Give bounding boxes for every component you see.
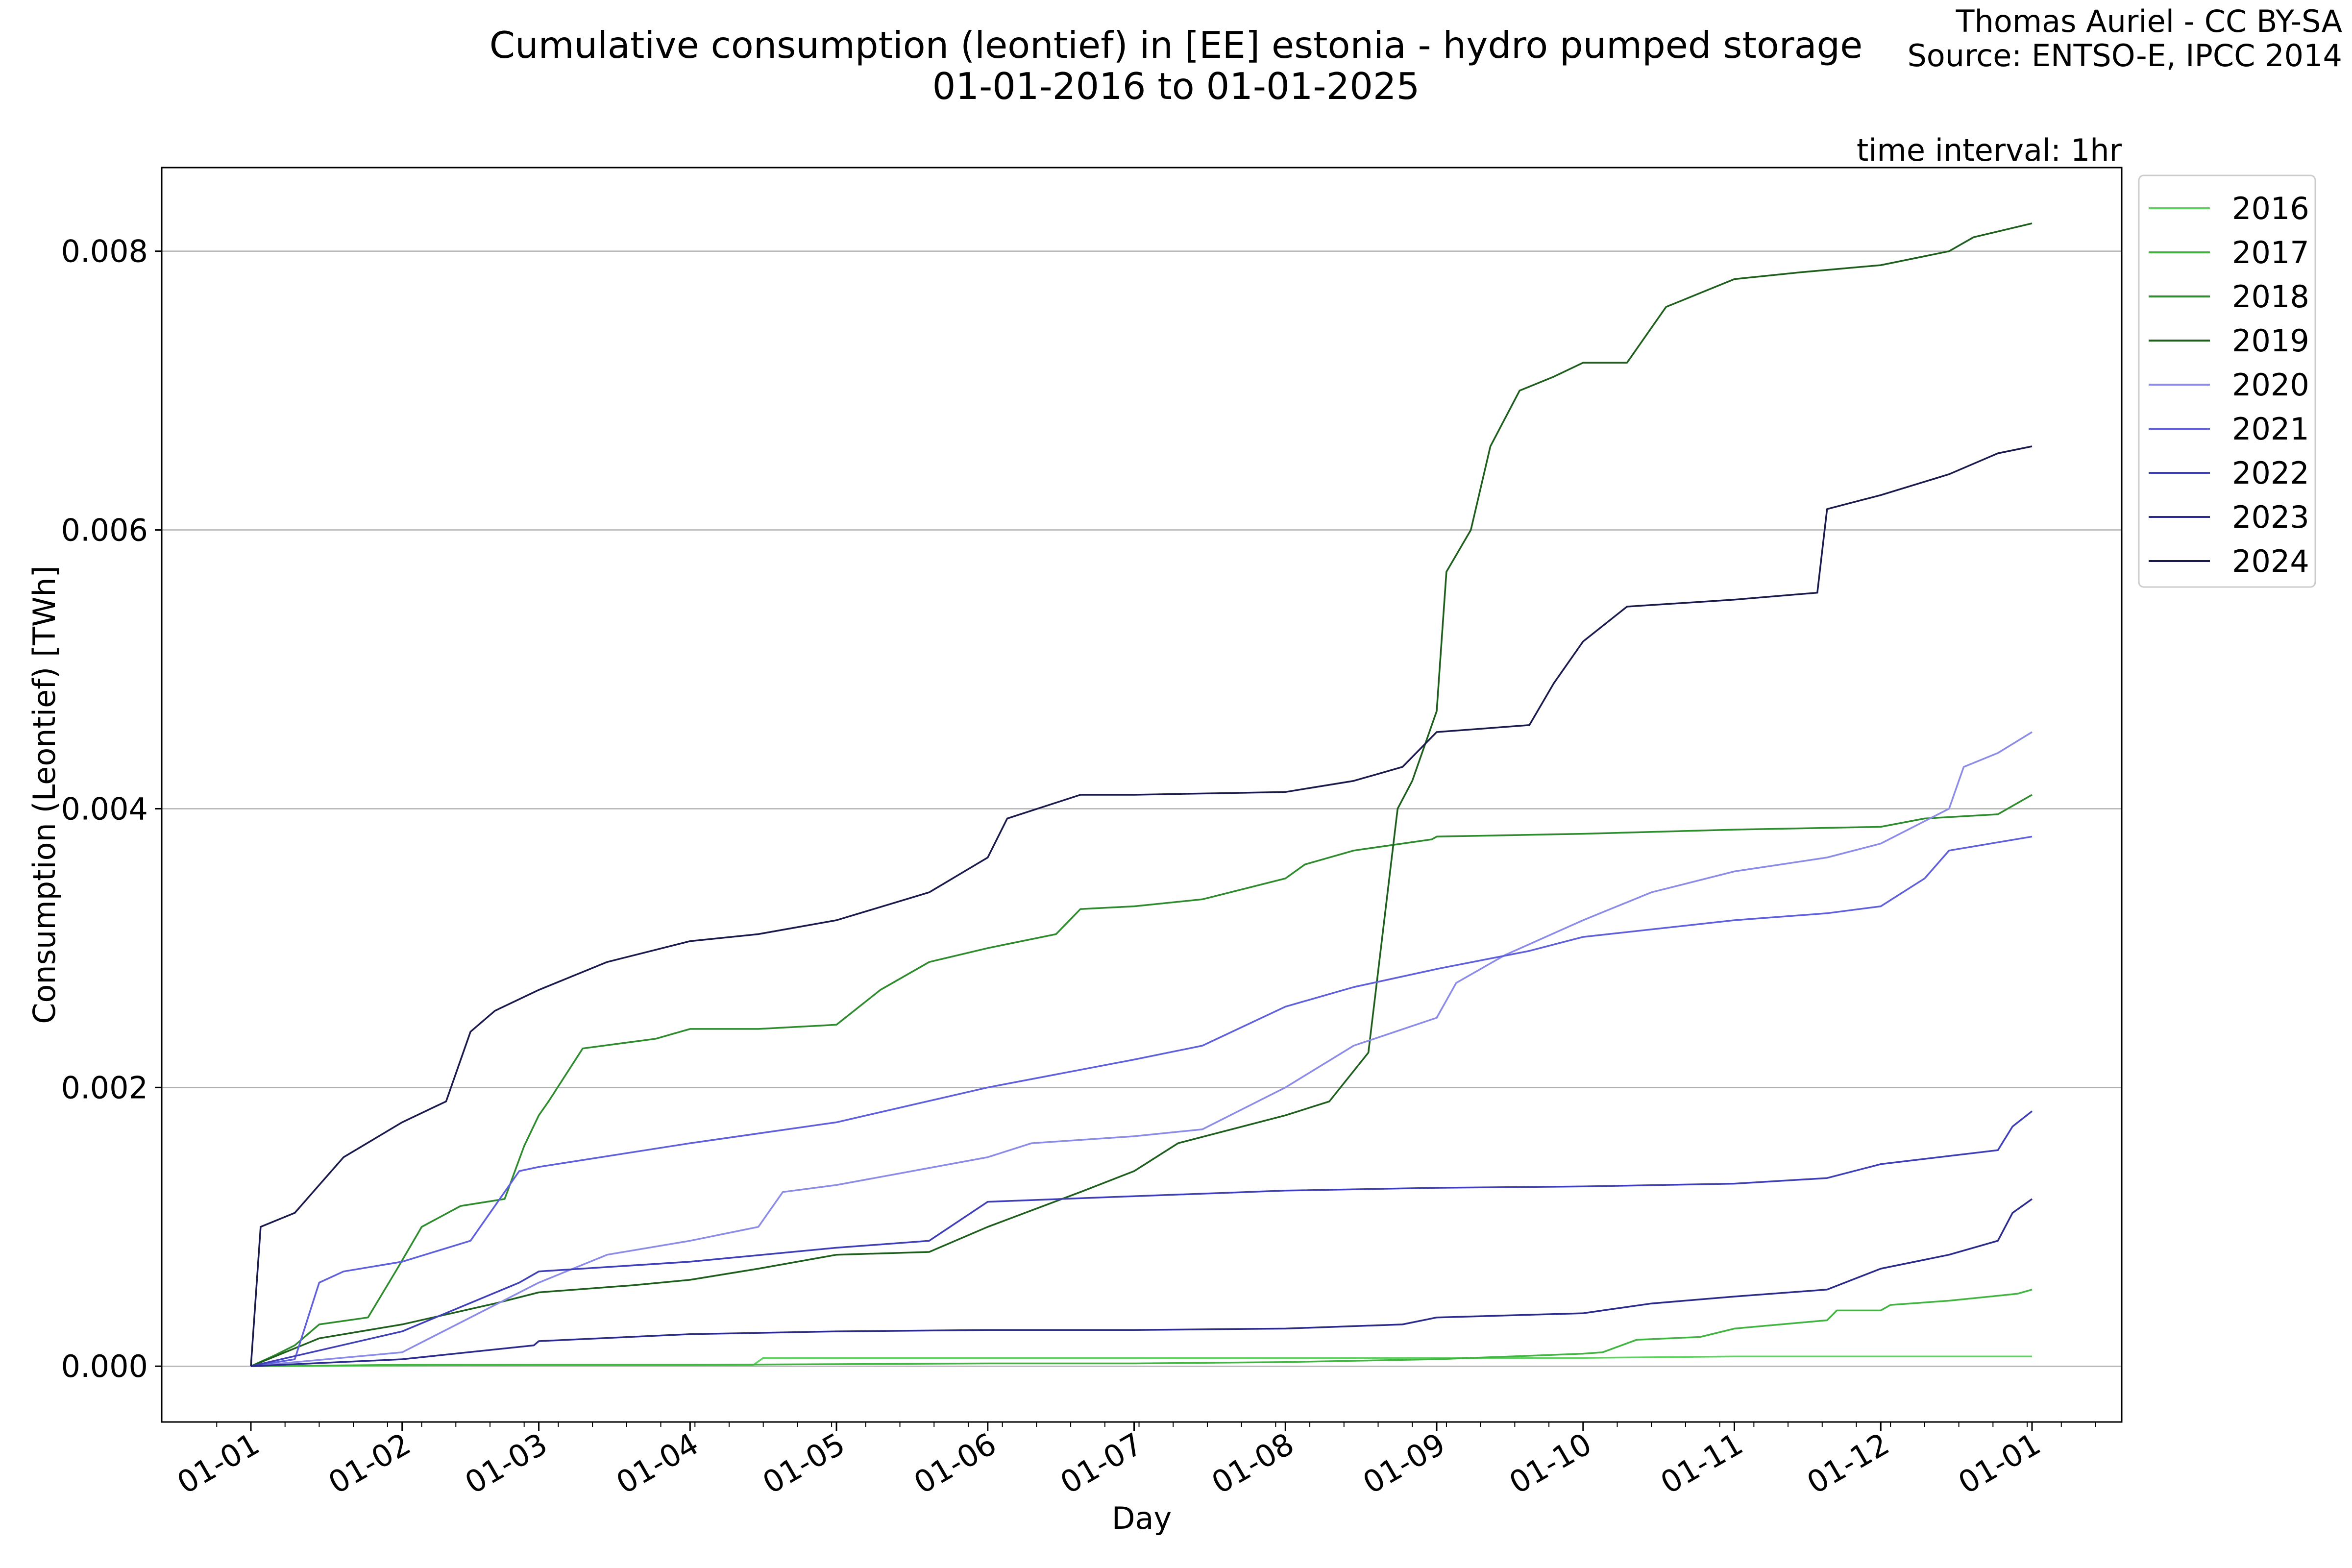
x-tick-label: 01-12 [1801, 1426, 1895, 1501]
legend-label-2017: 2017 [2232, 235, 2309, 270]
series-line-2022 [250, 1110, 2033, 1367]
x-axis: 01-01 01-02 01-03 01-04 01-05 01-06 01-07 01-08… [171, 1422, 2096, 1501]
x-tick-label: 01-10 [1503, 1426, 1598, 1501]
series-line-2018 [250, 794, 2033, 1367]
series-line-2023 [250, 1198, 2033, 1367]
legend-label-2024: 2024 [2232, 543, 2309, 579]
chart-title: Cumulative consumption (leontief) in [EE… [490, 24, 1863, 67]
x-tick-label: 01-08 [1205, 1426, 1300, 1501]
series-line-2017 [250, 1289, 2033, 1367]
x-tick-label: 01-05 [757, 1426, 851, 1501]
legend-label-2019: 2019 [2232, 323, 2309, 359]
y-tick-label: 0.004 [61, 791, 148, 827]
series-line-2021 [250, 835, 2033, 1367]
legend-label-2021: 2021 [2232, 411, 2309, 447]
y-tick-label: 0.006 [61, 513, 148, 548]
series-line-2020 [250, 731, 2033, 1367]
legend-label-2022: 2022 [2232, 455, 2309, 491]
x-tick-label: 01-03 [459, 1426, 554, 1501]
x-tick-label: 01-01 [171, 1426, 266, 1501]
x-tick-label: 01-02 [322, 1426, 417, 1501]
legend-label-2018: 2018 [2232, 279, 2309, 315]
x-tick-label: 01-11 [1654, 1426, 1749, 1501]
x-tick-label: 01-07 [1054, 1426, 1149, 1501]
x-tick-label: 01-04 [610, 1426, 705, 1501]
y-tick-label: 0.002 [61, 1070, 148, 1105]
source-text: Source: ENTSO-E, IPCC 2014 [1907, 38, 2342, 74]
chart-subtitle: 01-01-2016 to 01-01-2025 [932, 65, 1420, 108]
legend: 2016 2017 2018 2019 2020 2021 2022 2023 2024 [2138, 174, 2316, 588]
x-tick-label: 01-01 [1952, 1426, 2047, 1501]
legend-label-2023: 2023 [2232, 499, 2309, 535]
x-tick-label: 01-09 [1357, 1426, 1451, 1501]
legend-label-2020: 2020 [2232, 367, 2309, 403]
plot-frame [161, 167, 2123, 1423]
grid-lines [162, 250, 2122, 1367]
y-axis: 0.000 0.002 0.004 0.006 0.008 [61, 234, 162, 1384]
x-tick-label: 01-06 [908, 1426, 1003, 1501]
y-tick-label: 0.000 [61, 1348, 148, 1384]
series-line-2019 [250, 222, 2033, 1367]
credit-text: Thomas Auriel - CC BY-SA [1956, 3, 2342, 39]
x-axis-label: Day [1112, 1500, 1172, 1536]
time-interval-annotation: time interval: 1hr [1857, 132, 2122, 168]
y-axis-label: Consumption (Leontief) [TWh] [26, 565, 62, 1024]
legend-label-2016: 2016 [2232, 191, 2309, 226]
y-tick-label: 0.008 [61, 234, 148, 270]
series-lines [250, 222, 2033, 1367]
series-line-2024 [250, 445, 2033, 1367]
legend-frame [2138, 174, 2316, 588]
